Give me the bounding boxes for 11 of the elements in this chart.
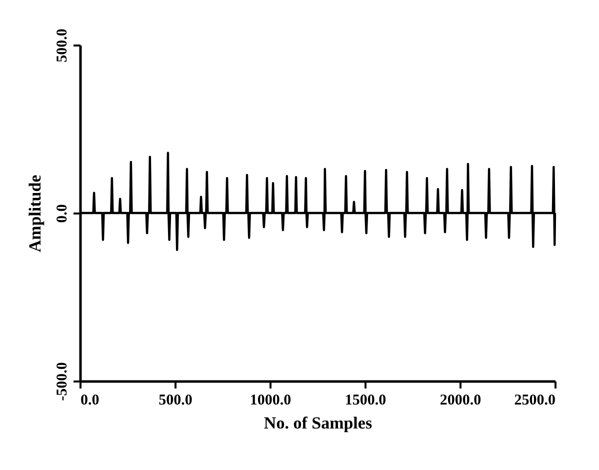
y-axis-title: Amplitude — [26, 174, 44, 252]
y-tick-label: 500.0 — [54, 28, 70, 62]
x-tick-label: 1000.0 — [250, 392, 292, 408]
y-tick-label: 0.0 — [54, 204, 70, 223]
x-tick-label: 0.0 — [80, 392, 100, 408]
x-tick-label: 500.0 — [158, 392, 192, 408]
y-tick-label: -500.0 — [54, 362, 70, 401]
x-tick-label: 1500.0 — [344, 392, 386, 408]
x-axis-title: No. of Samples — [264, 414, 372, 432]
x-tick-label: 2000.0 — [440, 392, 482, 408]
x-tick-label: 2500.0 — [514, 392, 556, 408]
